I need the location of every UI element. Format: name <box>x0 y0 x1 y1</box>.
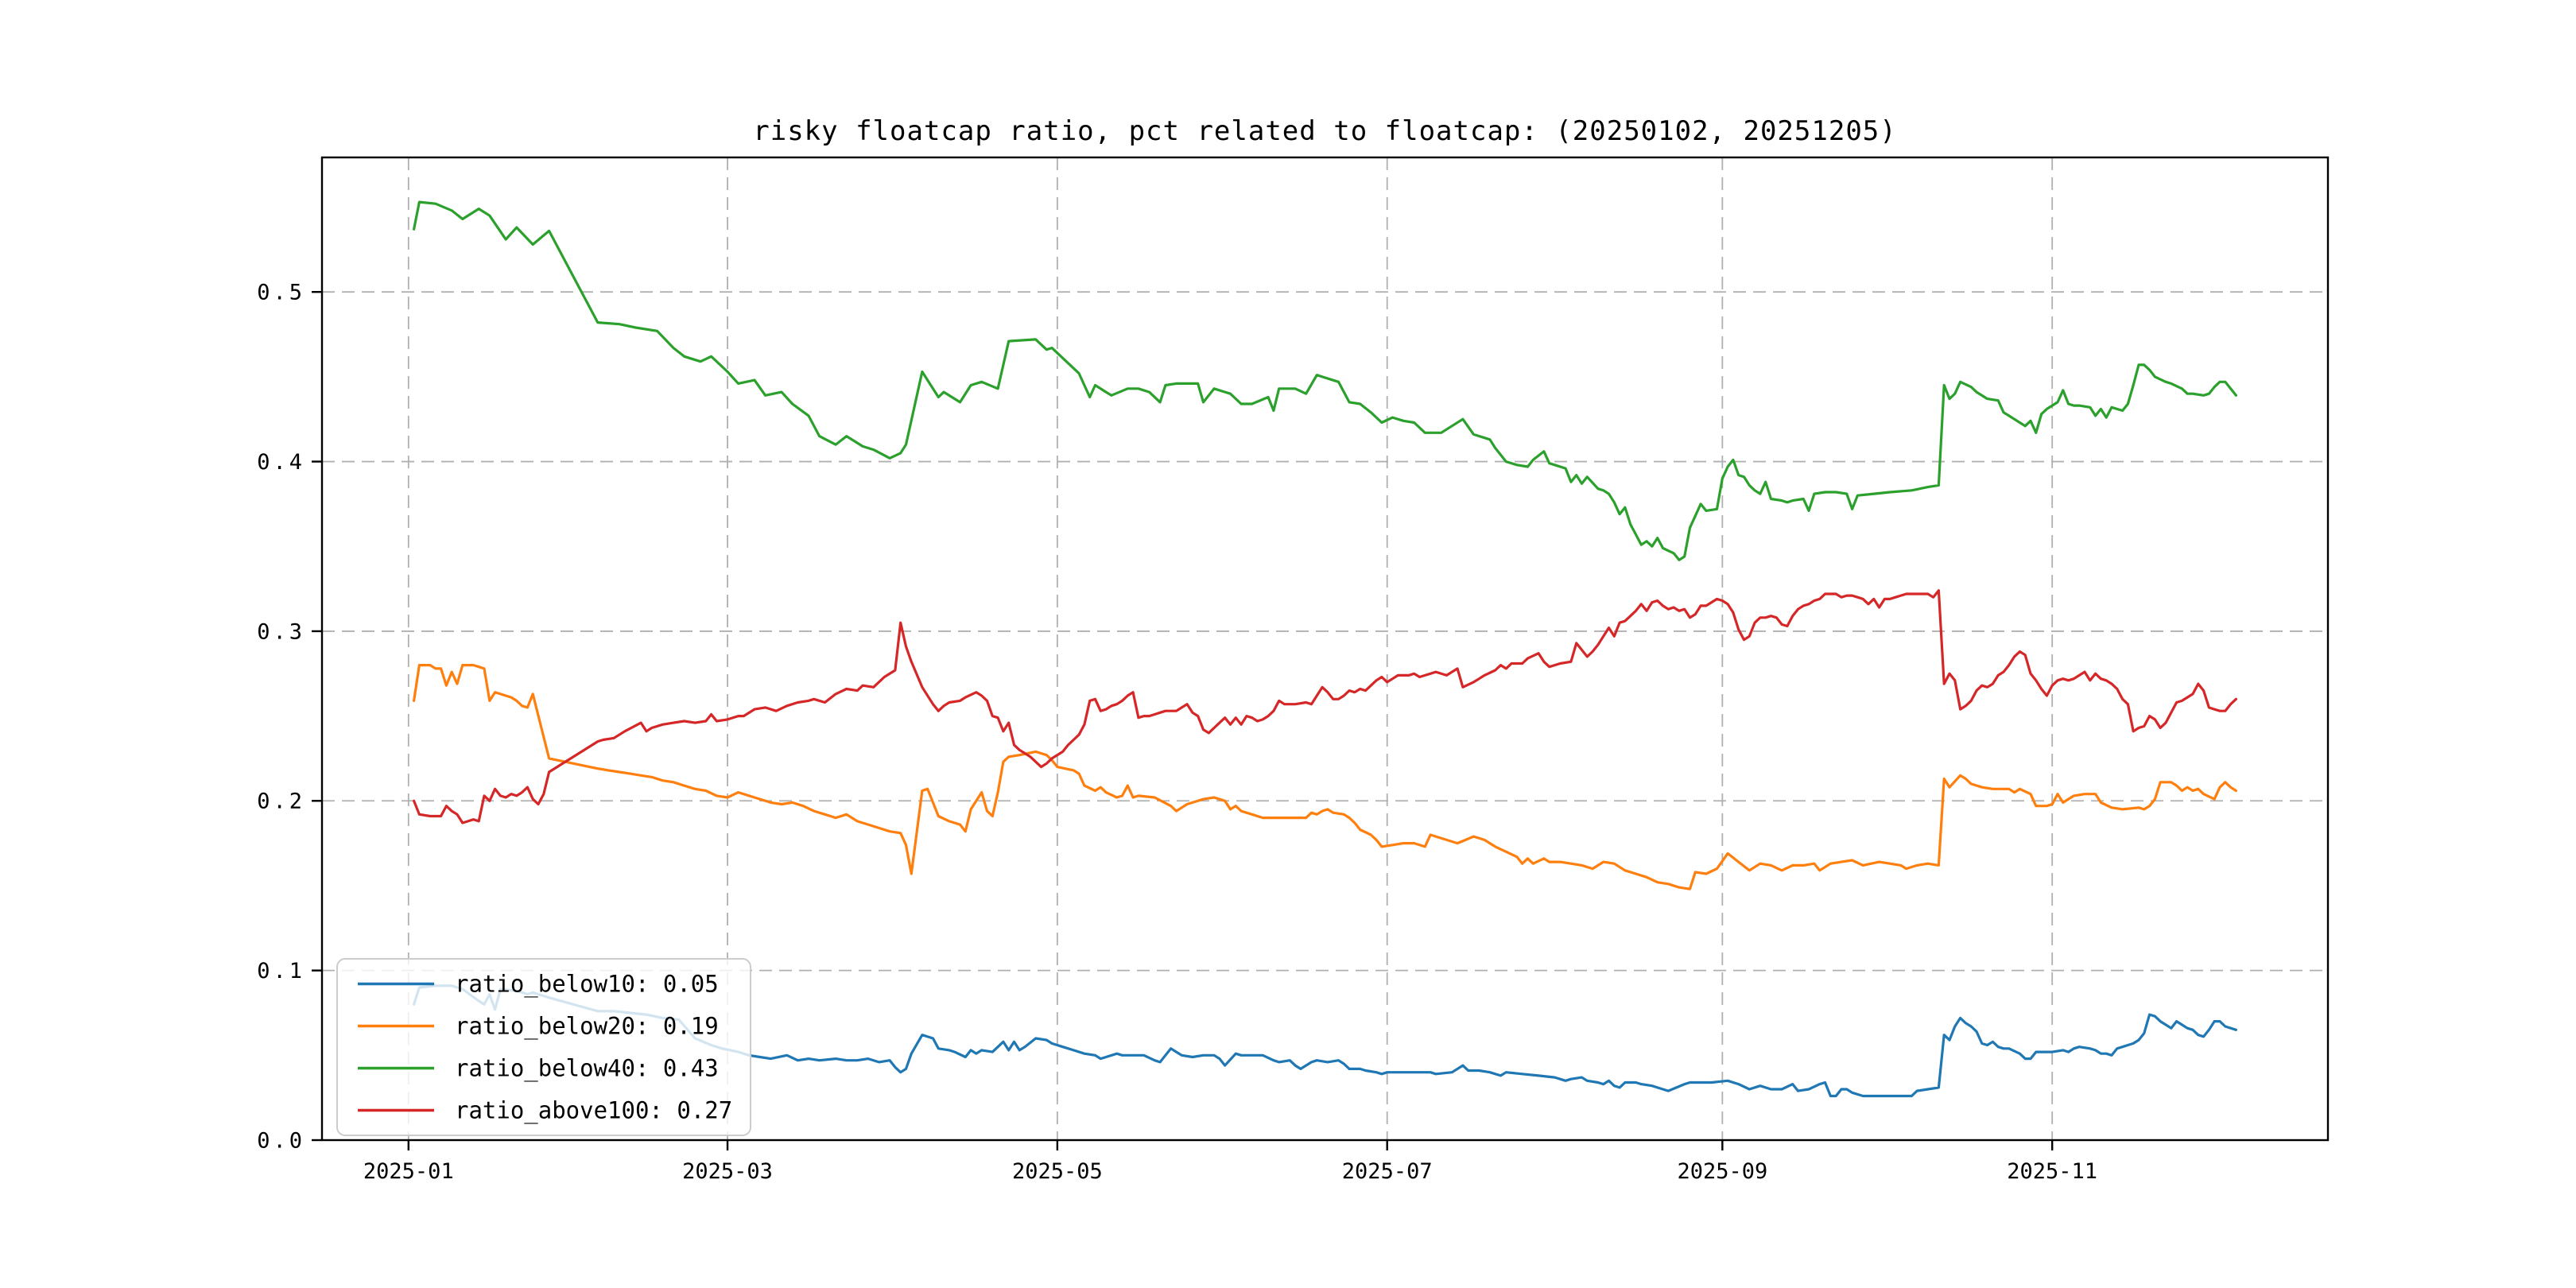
legend: ratio_below10: 0.05 ratio_below20: 0.19 ra… <box>336 958 751 1136</box>
series-line-ratio_below20 <box>413 664 2237 890</box>
y-tick-label: 0.0 <box>257 1128 305 1153</box>
x-tick-label: 2025-01 <box>363 1159 454 1184</box>
y-tick-label: 0.2 <box>257 789 305 814</box>
legend-box <box>336 958 751 1136</box>
axis-ticks: 2025-01 2025-03 2025-05 2025-07 2025-09 2025-… <box>257 281 2097 1184</box>
legend-item-label: ratio_below10: 0.05 <box>455 971 719 999</box>
x-tick-label: 2025-05 <box>1012 1159 1103 1184</box>
plot-border <box>320 156 2330 1142</box>
series-line-ratio_above100 <box>413 589 2237 824</box>
legend-item-label: ratio_above100: 0.27 <box>455 1097 732 1125</box>
y-tick-label: 0.3 <box>257 619 305 644</box>
chart-title: risky floatcap ratio, pct related to flo… <box>753 115 1896 147</box>
x-tick-label: 2025-09 <box>1677 1159 1767 1184</box>
y-tick-label: 0.4 <box>257 450 305 475</box>
y-tick-label: 0.5 <box>257 281 305 305</box>
x-tick-label: 2025-07 <box>1342 1159 1433 1184</box>
x-tick-label: 2025-11 <box>2007 1159 2097 1184</box>
x-tick-label: 2025-03 <box>682 1159 773 1184</box>
series-line-ratio_below40 <box>413 200 2237 561</box>
legend-item-label: ratio_below40: 0.43 <box>455 1055 719 1083</box>
y-tick-label: 0.1 <box>257 959 305 983</box>
legend-item-label: ratio_below20: 0.19 <box>455 1013 719 1041</box>
series-line-ratio_below10 <box>413 984 2237 1098</box>
